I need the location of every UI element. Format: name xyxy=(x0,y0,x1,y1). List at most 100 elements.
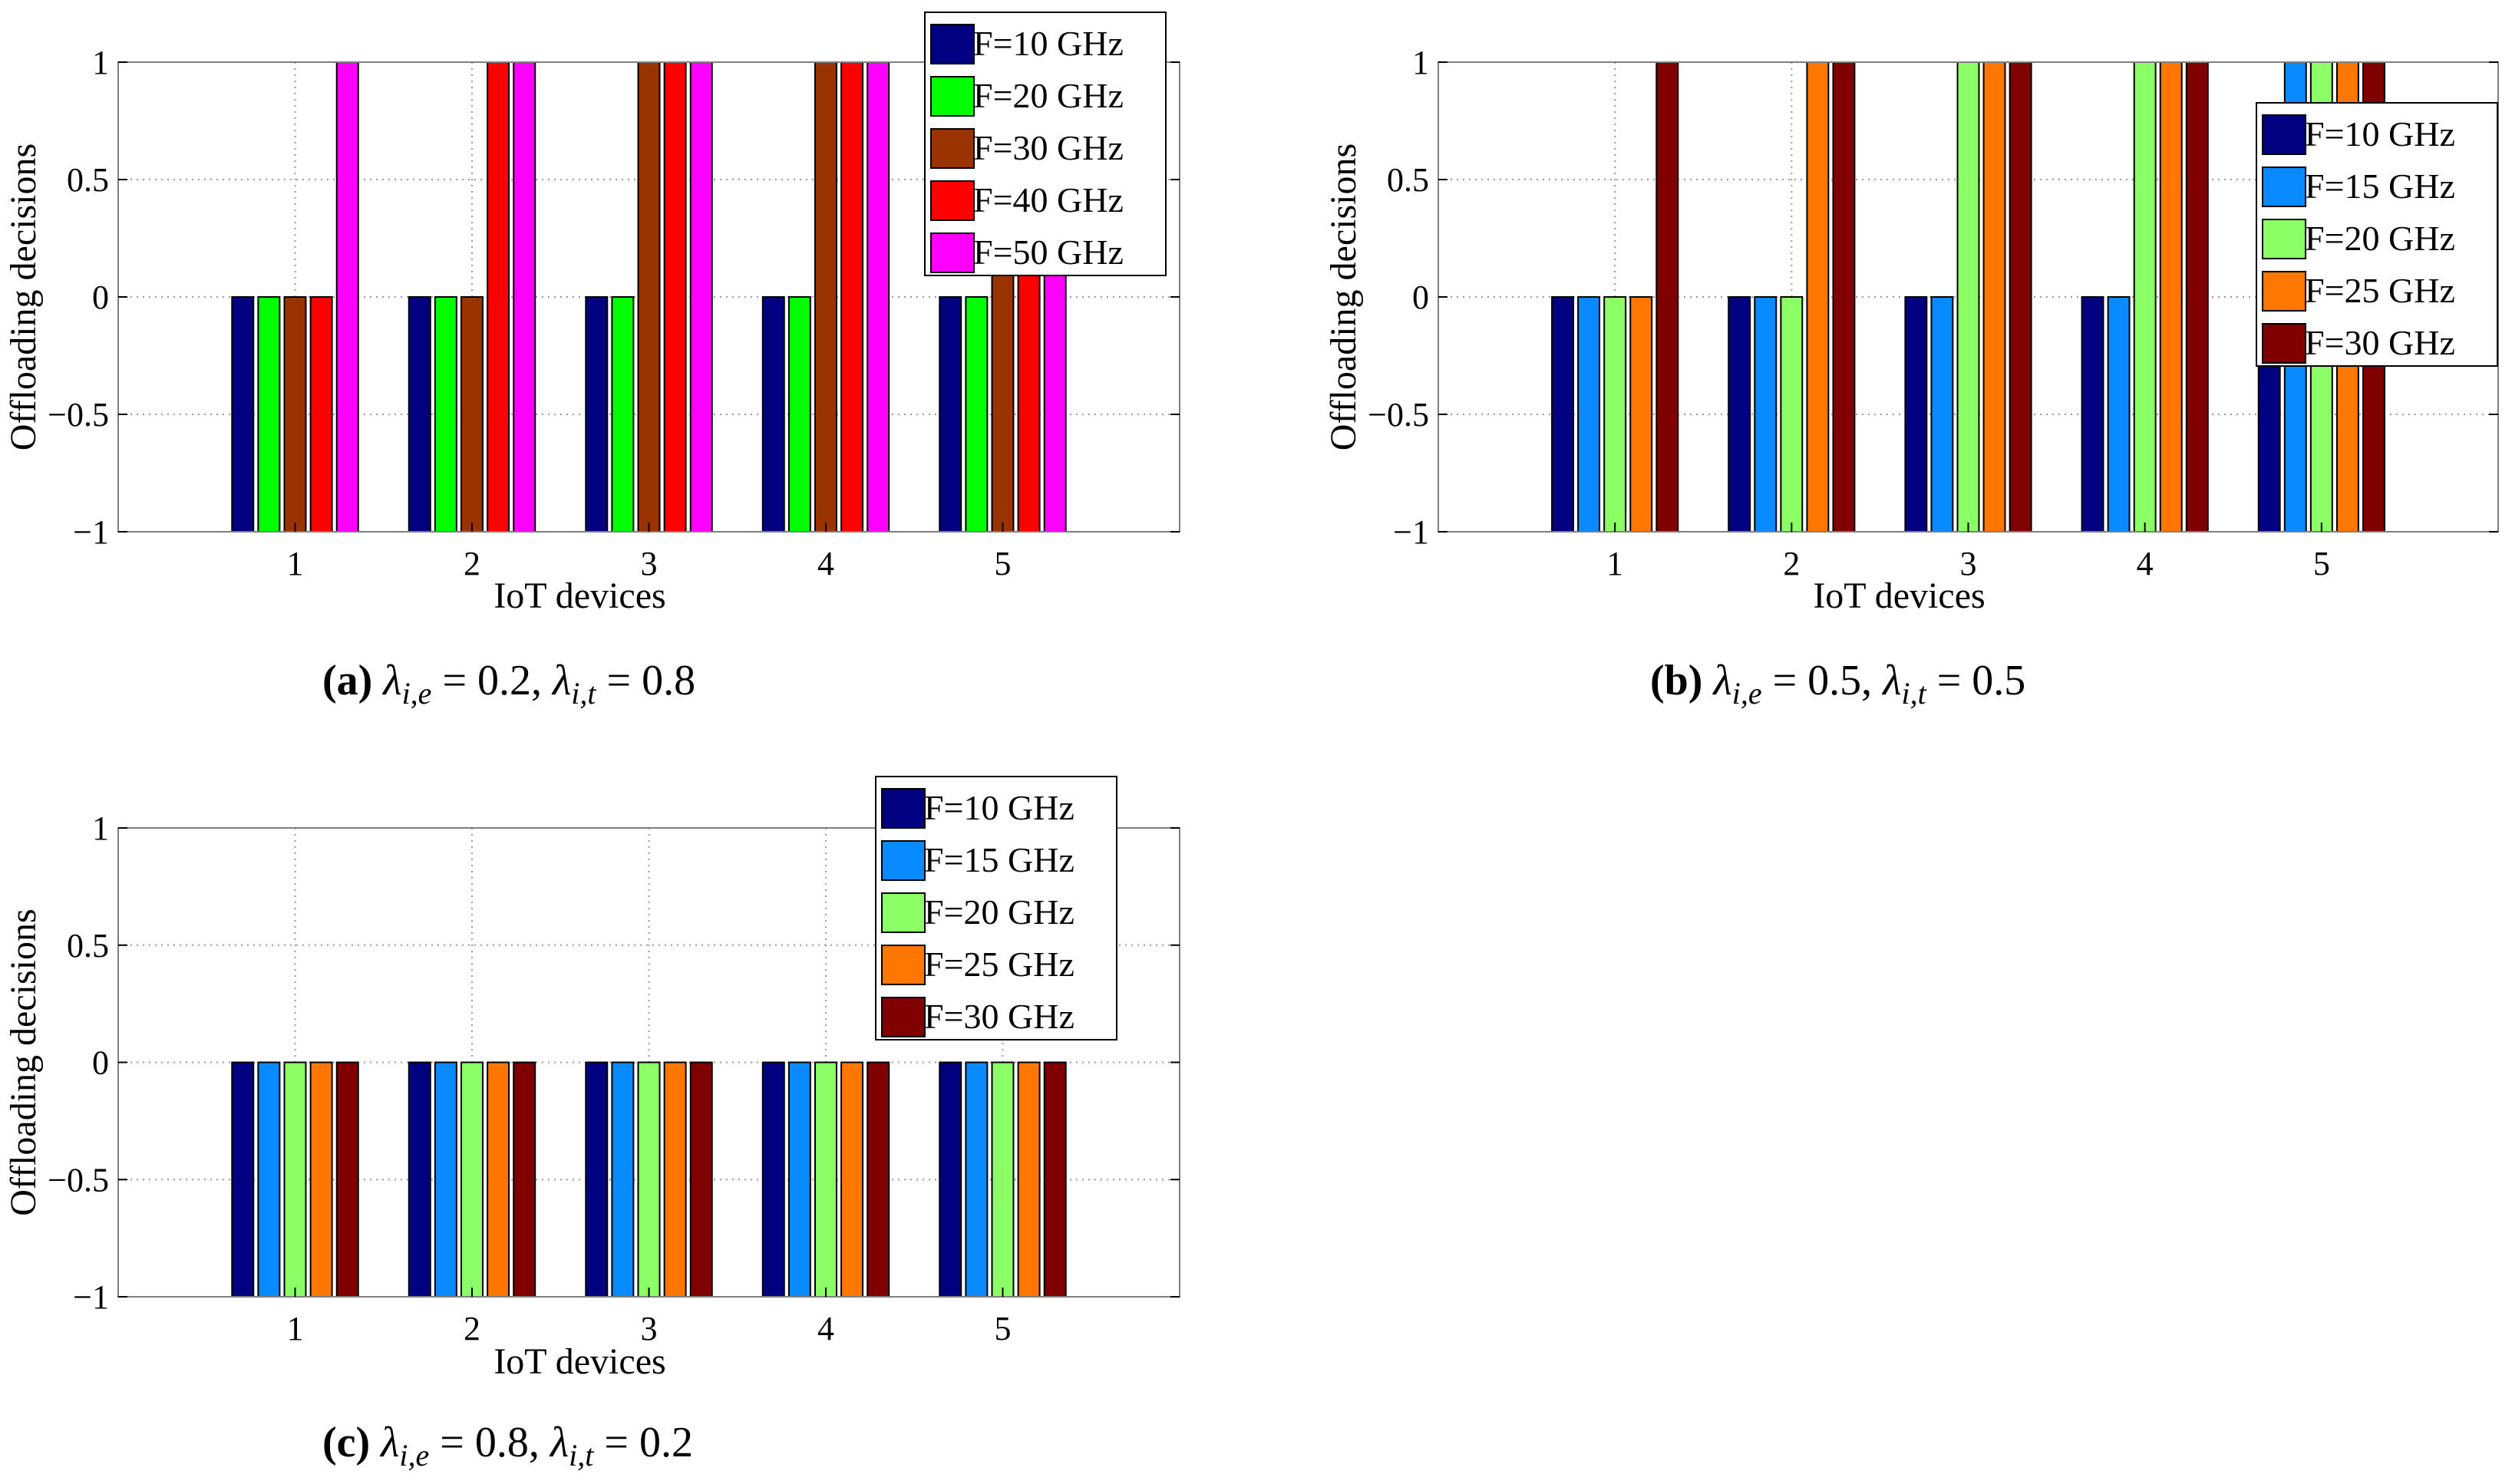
y-tick-label: 1 xyxy=(92,810,109,847)
bar xyxy=(611,296,635,533)
legend-label: F=30 GHz xyxy=(2305,323,2455,362)
x-tick-label: 5 xyxy=(995,545,1012,582)
bar xyxy=(689,61,713,533)
x-tick-label: 3 xyxy=(641,545,658,582)
caption-lambda: λ xyxy=(381,657,401,704)
bar xyxy=(408,296,431,533)
bar xyxy=(257,296,281,533)
y-tick-label: 0.5 xyxy=(1387,161,1429,199)
panel-b: 1 0.5 0 −0.5 −1 1 2 3 4 5 IoT devices Offloading de… xyxy=(1323,44,2499,711)
caption-subscript: i,t xyxy=(571,676,596,711)
y-tick-label: 0 xyxy=(92,1044,109,1082)
x-tick-label: 1 xyxy=(1606,545,1623,582)
bar xyxy=(1017,1061,1041,1298)
bar xyxy=(1603,296,1627,533)
bar xyxy=(2081,296,2104,533)
bar xyxy=(787,1061,811,1298)
legend-label: F=20 GHz xyxy=(973,76,1124,115)
subfigure-caption: (c) λi,e = 0.8, λi,t = 0.2 xyxy=(322,1419,693,1472)
bar xyxy=(1904,296,1928,533)
bar xyxy=(1832,61,1856,533)
bar xyxy=(840,1061,864,1298)
x-tick-label: 2 xyxy=(464,1310,480,1347)
caption-tag: (a) xyxy=(322,657,372,704)
bar xyxy=(965,1061,989,1298)
bar xyxy=(1806,61,1830,533)
bar xyxy=(231,296,255,533)
bar xyxy=(257,1061,281,1298)
bar xyxy=(1655,61,1679,533)
legend-label: F=30 GHz xyxy=(973,128,1124,167)
bar xyxy=(408,1061,431,1298)
bar xyxy=(637,1061,661,1298)
legend-swatch xyxy=(2262,271,2306,312)
bar xyxy=(1930,296,1954,533)
caption-subscript: i,t xyxy=(569,1438,594,1472)
legend-swatch xyxy=(881,945,926,985)
legend-swatch xyxy=(930,76,975,117)
bar xyxy=(283,1061,307,1298)
legend-label: F=20 GHz xyxy=(2305,219,2455,258)
bar xyxy=(585,296,609,533)
legend-label: F=20 GHz xyxy=(924,892,1074,932)
legend-swatch xyxy=(2262,167,2306,207)
legend-label: F=30 GHz xyxy=(924,997,1074,1036)
legend-label: F=40 GHz xyxy=(973,180,1124,219)
y-tick-label: 0.5 xyxy=(67,927,109,965)
x-tick-label: 2 xyxy=(1783,545,1800,582)
caption-tag: (c) xyxy=(322,1419,370,1466)
bar xyxy=(866,61,890,533)
bar xyxy=(2107,296,2131,533)
legend-swatch xyxy=(930,24,975,64)
caption-lambda: λ xyxy=(1712,657,1731,704)
bar xyxy=(434,1061,457,1298)
y-axis-label: Offloading decisions xyxy=(1323,143,1364,450)
bar xyxy=(335,61,359,533)
bar xyxy=(309,296,333,533)
y-tick-label: −1 xyxy=(1393,513,1429,551)
bar xyxy=(434,296,457,533)
x-tick-label: 5 xyxy=(2313,545,2330,582)
y-tick-label: −0.5 xyxy=(48,1161,109,1199)
bar xyxy=(965,296,989,533)
bar xyxy=(2133,61,2157,533)
legend-swatch xyxy=(2262,219,2306,259)
bar xyxy=(1754,296,1778,533)
legend-label: F=25 GHz xyxy=(924,945,1074,984)
bar xyxy=(231,1061,255,1298)
bar xyxy=(939,1061,962,1298)
legend-label: F=50 GHz xyxy=(973,232,1124,272)
y-tick-label: −0.5 xyxy=(48,396,109,434)
caption-subscript: i,e xyxy=(402,676,432,711)
x-tick-label: 4 xyxy=(817,545,834,582)
bar xyxy=(840,61,864,533)
caption-value-t: = 0.5 xyxy=(1926,657,2026,704)
caption-lambda: λ xyxy=(551,657,571,704)
x-tick-label: 4 xyxy=(817,1310,834,1347)
bar xyxy=(1629,296,1653,533)
caption-space xyxy=(1702,657,1713,704)
bar xyxy=(866,1061,890,1298)
x-tick-label: 3 xyxy=(1960,545,1977,582)
bar xyxy=(487,61,510,533)
subfigure-caption: (b) λi,e = 0.5, λi,t = 0.5 xyxy=(1650,657,2025,711)
bar xyxy=(335,1061,359,1298)
bar xyxy=(1577,296,1601,533)
x-axis-label: IoT devices xyxy=(493,575,665,616)
bar xyxy=(1728,296,1751,533)
legend-label: F=10 GHz xyxy=(924,788,1074,827)
caption-subscript: i,e xyxy=(1732,676,1762,711)
y-tick-label: −0.5 xyxy=(1368,396,1429,434)
bar xyxy=(637,61,661,533)
bar xyxy=(1780,296,1804,533)
caption-tag: (b) xyxy=(1650,657,1702,704)
x-tick-label: 1 xyxy=(287,545,304,582)
legend-swatch xyxy=(2262,114,2306,155)
y-axis-label: Offloading decisions xyxy=(3,909,44,1215)
x-axis-label: IoT devices xyxy=(1813,575,1985,616)
legend-swatch xyxy=(881,997,926,1037)
bar xyxy=(1043,1061,1067,1298)
legend-swatch xyxy=(930,180,975,221)
bar xyxy=(513,61,536,533)
